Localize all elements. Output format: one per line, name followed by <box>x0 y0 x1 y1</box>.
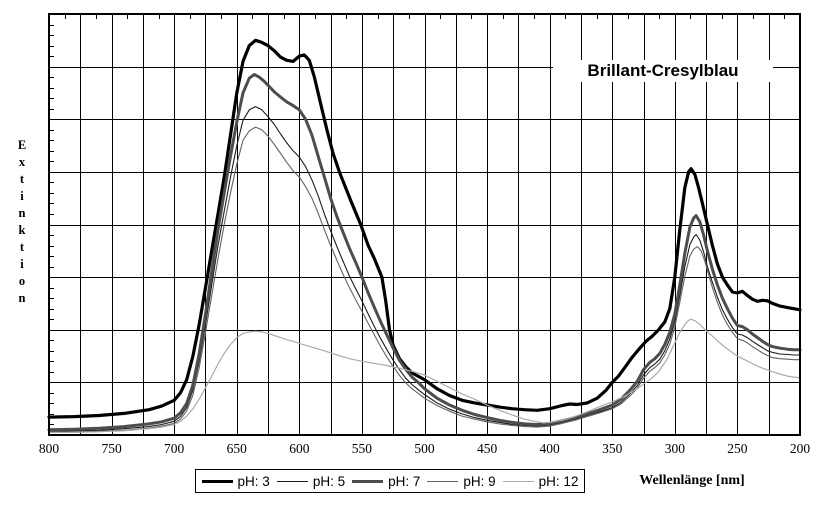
legend-item-ph5: pH: 5 <box>276 473 346 489</box>
legend-item-ph9: pH: 9 <box>427 473 496 489</box>
x-tick-label: 650 <box>226 441 247 456</box>
legend-line-ph9 <box>427 480 459 482</box>
legend-label-ph9: pH: 9 <box>463 473 496 489</box>
curve-ph9 <box>48 126 801 433</box>
x-tick-label: 300 <box>664 441 685 456</box>
legend-label-ph12: pH: 12 <box>538 473 579 489</box>
legend-line-ph12 <box>502 480 534 482</box>
legend-line-ph3 <box>201 479 233 483</box>
plot-frame <box>48 13 801 436</box>
x-tick-label: 250 <box>727 441 748 456</box>
curve-ph12 <box>48 318 801 433</box>
x-tick-label: 700 <box>164 441 185 456</box>
gridlines <box>49 14 800 435</box>
legend-line-ph7 <box>352 479 384 483</box>
x-tick-label: 750 <box>101 441 122 456</box>
curve-ph7 <box>47 73 802 432</box>
y-axis-label: E x t i n k t i o n <box>17 138 27 305</box>
x-tick-label: 350 <box>602 441 623 456</box>
legend-item-ph12: pH: 12 <box>502 473 579 489</box>
x-axis-label: Wellenlänge [nm] <box>639 473 745 488</box>
x-tick-label: 450 <box>476 441 498 456</box>
legend-item-ph7: pH: 7 <box>352 474 420 489</box>
legend-label-ph7: pH: 7 <box>388 473 421 489</box>
x-tick-label: 500 <box>414 441 435 456</box>
legend-line-ph5 <box>276 480 308 482</box>
x-tick-label: 200 <box>789 441 811 456</box>
chart-title: Brillant-Cresylblau <box>553 60 773 82</box>
x-tick-label: 600 <box>289 441 310 456</box>
legend-item-ph3: pH: 3 <box>201 473 270 489</box>
curve-ph5 <box>48 106 801 432</box>
x-tick-label: 800 <box>38 441 60 456</box>
legend: pH: 3 pH: 5 pH: 7 pH: 9 pH: 12 <box>195 469 585 493</box>
x-tick-label: 550 <box>351 441 373 456</box>
legend-label-ph3: pH: 3 <box>237 473 270 489</box>
curve-ph3 <box>47 38 802 419</box>
legend-label-ph5: pH: 5 <box>312 473 346 489</box>
x-tick-label: 400 <box>539 441 560 456</box>
